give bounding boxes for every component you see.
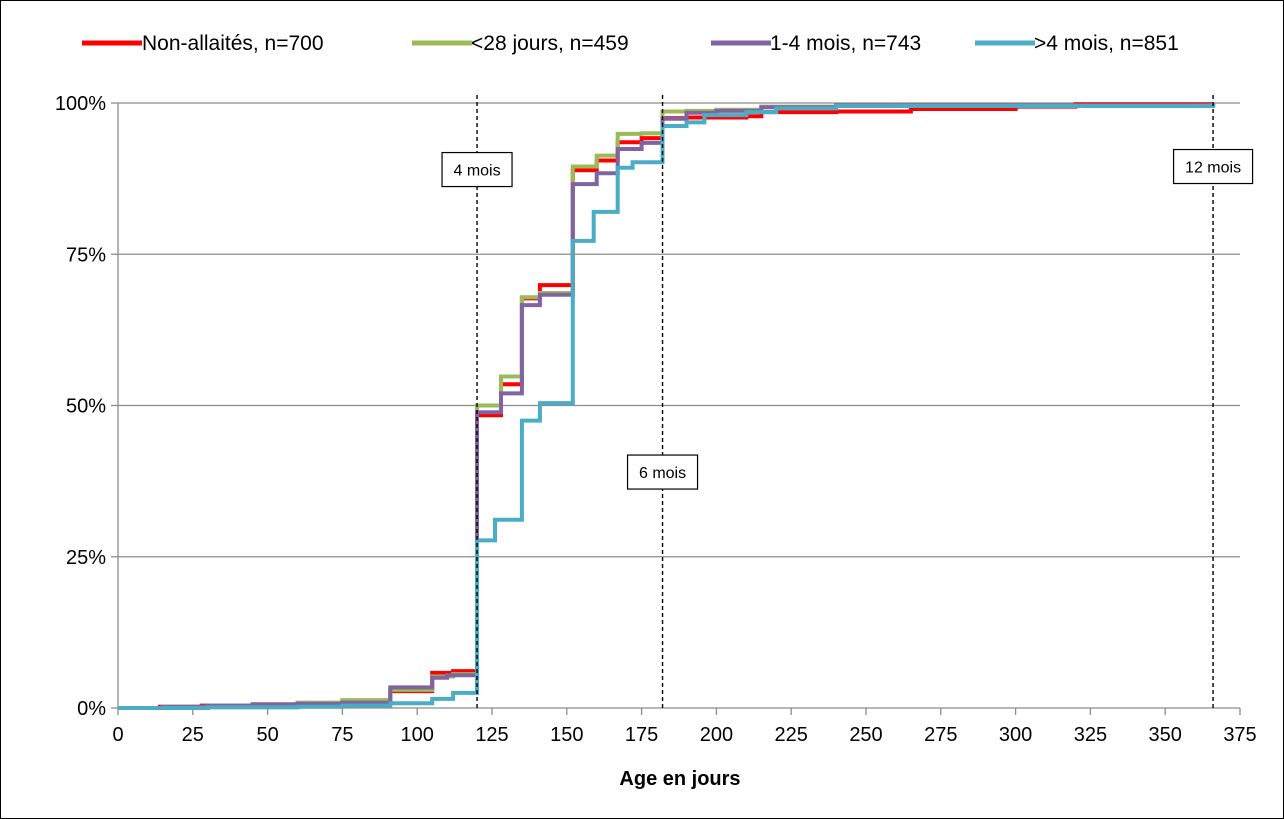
x-tick-label: 175: [625, 724, 658, 746]
x-tick-label: 75: [331, 724, 353, 746]
legend: Non-allaités, n=700 <28 jours, n=459 1-4 m…: [82, 32, 1179, 55]
reference-label-2: 6 mois: [639, 465, 686, 482]
axes: [111, 102, 1241, 715]
x-tick-label: 200: [700, 724, 733, 746]
x-tick-label: 225: [775, 724, 808, 746]
reference-label-1: 4 mois: [453, 163, 500, 180]
legend-label-1: Non-allaités, n=700: [142, 32, 324, 55]
y-tick-labels: 0% 25% 50% 75% 100%: [55, 93, 106, 720]
series-lines: [118, 102, 1216, 710]
x-tick-label: 250: [849, 724, 882, 746]
x-axis-label: Age en jours: [619, 768, 740, 790]
x-tick-label: 125: [475, 724, 508, 746]
x-tick-label: 325: [1074, 724, 1107, 746]
x-tick-label: 350: [1149, 724, 1182, 746]
x-tick-label: 0: [112, 724, 123, 746]
x-tick-label: 50: [256, 724, 278, 746]
y-tick-label: 25%: [66, 547, 106, 569]
y-tick-label: 100%: [55, 93, 106, 115]
gridlines: [118, 102, 1240, 558]
x-tick-label: 300: [999, 724, 1032, 746]
reference-label-box-2: [626, 454, 699, 490]
series-line-4: [118, 103, 1216, 710]
reference-lines: 4 mois 6 mois 12 mois: [441, 95, 1254, 708]
x-tick-label: 100: [401, 724, 434, 746]
legend-label-3: 1-4 mois, n=743: [770, 32, 921, 55]
x-tick-label: 150: [550, 724, 583, 746]
reference-label-box-3: [1172, 148, 1254, 185]
x-tick-label: 25: [182, 724, 204, 746]
x-tick-label: 275: [924, 724, 957, 746]
reference-label-box-1: [441, 151, 513, 188]
reference-label-3: 12 mois: [1185, 160, 1241, 177]
y-tick-label: 50%: [66, 396, 106, 418]
x-tick-label: 375: [1223, 724, 1256, 746]
x-tick-labels: 0 25 50 75 100 125 150 175 200 225 250 275 300 325 350…: [112, 724, 1256, 746]
y-tick-label: 75%: [66, 244, 106, 266]
legend-label-4: >4 mois, n=851: [1034, 32, 1179, 55]
legend-label-2: <28 jours, n=459: [471, 32, 629, 55]
series-line-3: [118, 103, 1216, 710]
y-tick-label: 0%: [77, 698, 106, 720]
